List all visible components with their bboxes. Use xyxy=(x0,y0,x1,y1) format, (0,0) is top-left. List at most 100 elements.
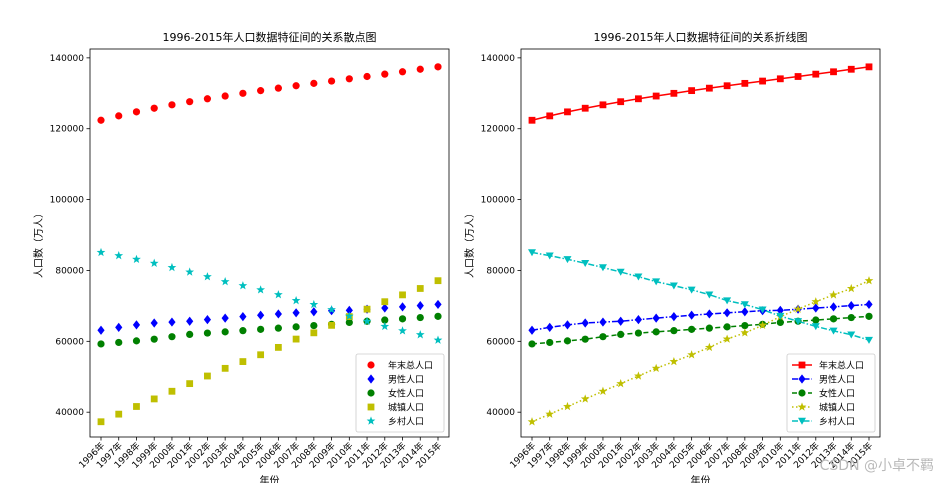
legend-label: 年末总人口 xyxy=(388,360,433,372)
data-point xyxy=(380,321,390,331)
series-年末总人口 xyxy=(97,63,442,124)
watermark: CSDN @小卓不羁 xyxy=(819,458,934,474)
data-point xyxy=(864,276,874,285)
legend-label: 女性人口 xyxy=(819,388,855,400)
legend-marker xyxy=(367,361,375,369)
series-城镇人口 xyxy=(527,276,874,426)
data-point xyxy=(399,291,406,299)
data-point xyxy=(687,286,696,294)
data-point xyxy=(829,290,838,299)
data-point xyxy=(830,68,837,76)
legend-marker xyxy=(367,374,375,384)
data-point xyxy=(634,371,643,380)
data-point xyxy=(381,303,389,313)
data-point xyxy=(97,340,105,348)
y-tick-label: 120000 xyxy=(481,125,516,135)
data-point xyxy=(740,301,749,309)
data-point xyxy=(150,395,158,403)
data-point xyxy=(239,312,247,322)
data-point xyxy=(741,307,749,317)
data-point xyxy=(273,290,283,299)
data-point xyxy=(221,313,229,323)
data-point xyxy=(776,318,784,326)
data-point xyxy=(132,320,141,330)
data-point xyxy=(292,82,300,90)
data-point xyxy=(292,323,300,331)
data-point xyxy=(115,338,123,347)
data-point xyxy=(617,330,625,339)
data-point xyxy=(758,306,767,314)
data-point xyxy=(238,281,248,290)
series-年末总人口 xyxy=(528,63,873,124)
data-point xyxy=(688,310,696,320)
legend-marker xyxy=(798,361,806,369)
data-point xyxy=(186,316,194,326)
data-point xyxy=(256,285,266,294)
y-axis-label: 人口数（万人） xyxy=(463,208,476,278)
data-point xyxy=(97,116,105,124)
data-point xyxy=(528,325,536,335)
data-point xyxy=(847,301,855,311)
data-point xyxy=(203,315,212,325)
x-axis-label: 年份 xyxy=(260,474,280,483)
legend-label: 乡村人口 xyxy=(819,416,855,428)
data-point xyxy=(239,89,247,97)
data-point xyxy=(794,318,803,326)
data-point xyxy=(545,409,555,418)
legend-label: 男性人口 xyxy=(819,374,855,386)
y-tick-label: 80000 xyxy=(55,266,84,276)
legend-label: 城镇人口 xyxy=(819,402,855,414)
y-tick-label: 140000 xyxy=(481,54,516,64)
data-point xyxy=(794,73,802,80)
data-point xyxy=(793,304,803,313)
data-point xyxy=(776,75,784,83)
data-point xyxy=(847,313,855,322)
data-point xyxy=(865,312,873,320)
data-point xyxy=(310,79,318,87)
legend-label: 城镇人口 xyxy=(388,402,424,414)
data-point xyxy=(274,309,282,319)
data-point xyxy=(865,63,873,71)
x-axis-label: 年份 xyxy=(691,474,711,483)
data-point xyxy=(168,333,176,341)
data-point xyxy=(723,82,731,90)
data-point xyxy=(847,331,856,339)
legend-label: 男性人口 xyxy=(388,374,424,386)
data-point xyxy=(362,316,372,326)
series-乡村人口 xyxy=(96,247,443,344)
data-point xyxy=(416,65,424,73)
data-point xyxy=(670,327,678,335)
data-point xyxy=(581,318,589,328)
data-point xyxy=(528,249,536,257)
data-point xyxy=(257,351,265,359)
legend-marker xyxy=(367,403,375,411)
data-point xyxy=(599,317,607,327)
scatter-chart-panel: 1996-2015年人口数据特征间的关系散点图 年份 人口数（万人） 40000… xyxy=(32,30,450,483)
series-女性人口 xyxy=(97,312,442,348)
data-point xyxy=(829,327,838,335)
data-point xyxy=(563,256,572,264)
data-point xyxy=(239,327,247,335)
data-point xyxy=(669,356,679,366)
data-point xyxy=(546,322,554,332)
data-point xyxy=(599,333,607,341)
data-point xyxy=(398,68,407,76)
data-point xyxy=(741,321,749,330)
data-point xyxy=(546,112,554,120)
data-point xyxy=(634,315,643,325)
data-point xyxy=(416,285,424,292)
data-point xyxy=(381,70,389,78)
data-point xyxy=(292,335,300,343)
data-point xyxy=(563,320,572,330)
data-point xyxy=(310,321,318,330)
data-point xyxy=(652,92,660,100)
data-point xyxy=(670,312,678,322)
data-point xyxy=(705,309,713,319)
y-axis-label: 人口数（万人） xyxy=(32,208,45,278)
data-point xyxy=(652,313,660,323)
data-point xyxy=(581,335,589,343)
plot-frame xyxy=(89,48,450,438)
data-point xyxy=(398,326,407,335)
